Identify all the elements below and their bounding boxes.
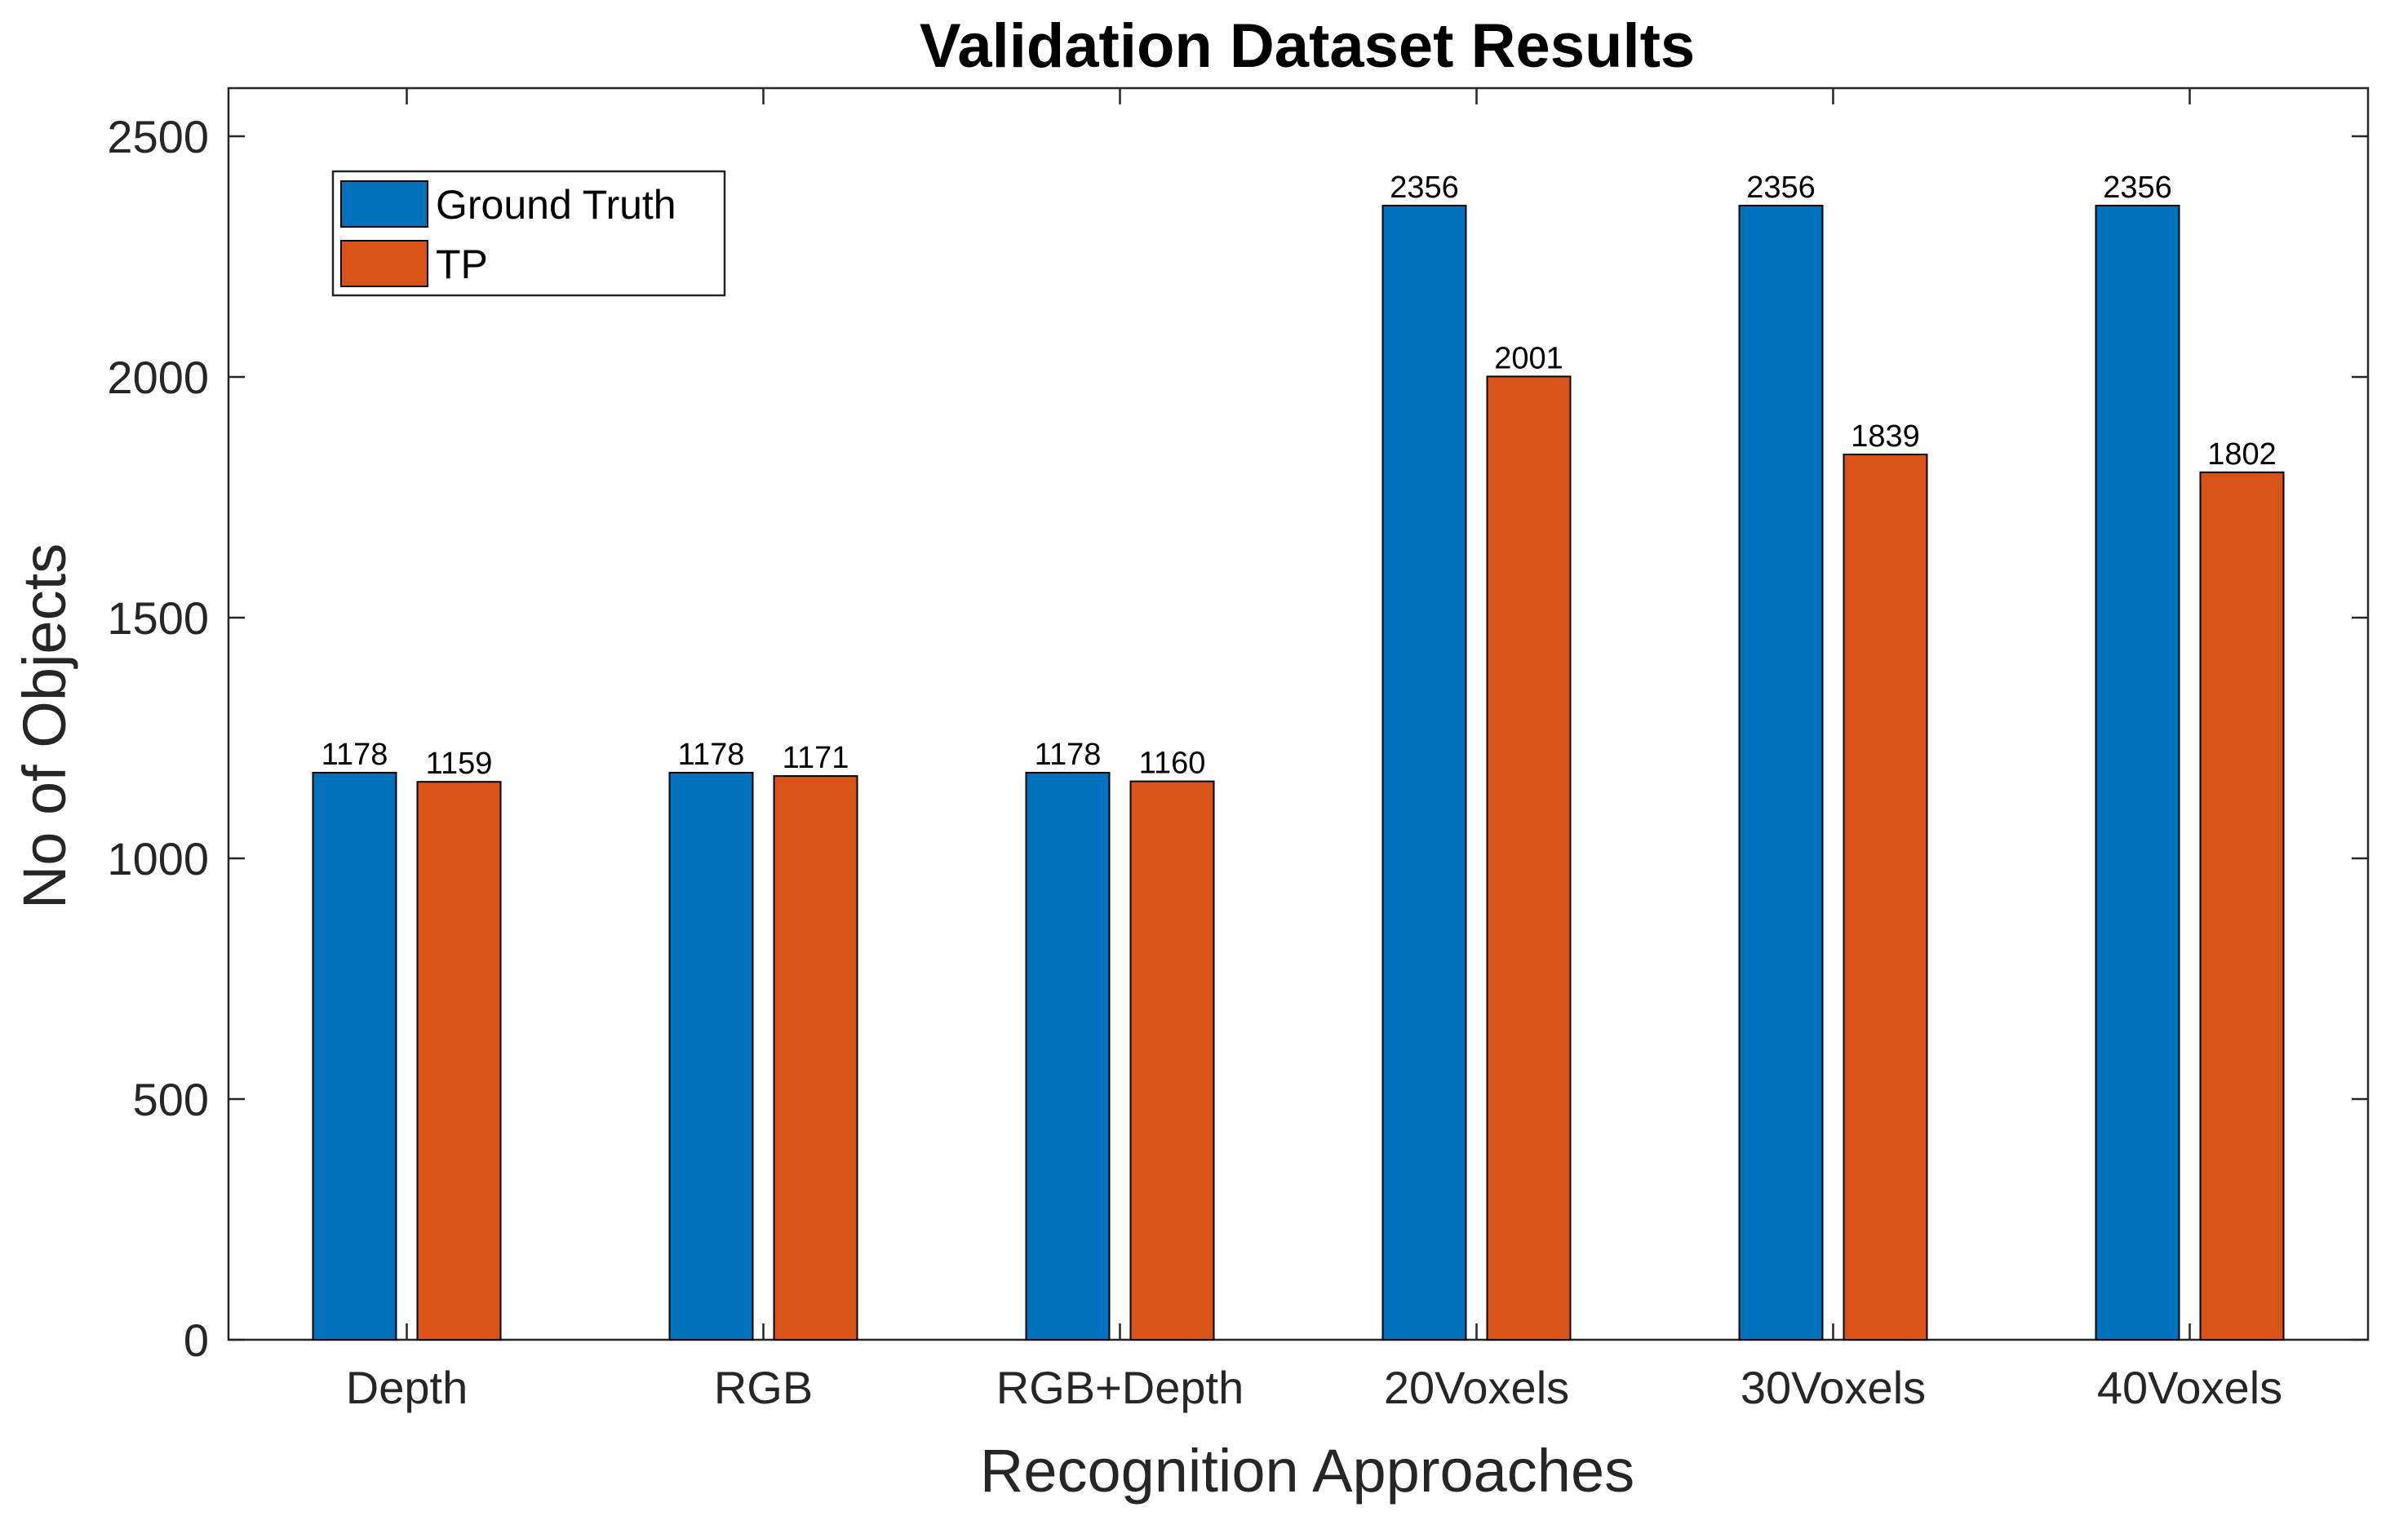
- bar-value-label: 1171: [783, 741, 849, 775]
- bar: [773, 775, 858, 1341]
- x-tick-label: 20Voxels: [1384, 1362, 1569, 1413]
- bar: [416, 781, 502, 1341]
- legend-swatch-tp: [340, 240, 428, 287]
- x-tick-label: RGB+Depth: [996, 1362, 1244, 1413]
- axis-ticks-layer: 0 500 1000 1500 2000 2500 Depth RGB RGB+Depth 20V…: [107, 88, 2368, 1413]
- bar: [1738, 204, 1824, 1341]
- bar-value-label: 1159: [426, 747, 493, 781]
- y-tick-label: 0: [184, 1314, 209, 1366]
- bar: [2199, 471, 2285, 1341]
- chart-title: Validation Dataset Results: [920, 11, 1695, 81]
- bar-value-label: 1839: [1851, 419, 1920, 454]
- bar-value-label: 2356: [2103, 171, 2172, 205]
- y-tick-label: 500: [133, 1074, 209, 1125]
- bar-value-label: 1178: [678, 738, 745, 772]
- bar-value-label: 1802: [2207, 437, 2277, 472]
- bar: [1843, 453, 1928, 1341]
- bar-value-label: 1178: [322, 738, 388, 772]
- bar: [312, 771, 397, 1341]
- y-tick-label: 1000: [107, 833, 209, 884]
- plot-frame: [227, 86, 2370, 1341]
- bar: [1129, 780, 1215, 1341]
- legend: Ground Truth TP: [331, 170, 726, 297]
- x-tick-label: 30Voxels: [1741, 1362, 1926, 1413]
- bar: [1381, 204, 1467, 1341]
- bar-value-label: 2001: [1494, 341, 1563, 375]
- x-tick-label: 40Voxels: [2097, 1362, 2282, 1413]
- legend-label-ground-truth: Ground Truth: [436, 182, 676, 228]
- bars-layer: [312, 204, 2285, 1341]
- x-axis-label: Recognition Approaches: [980, 1437, 1634, 1505]
- y-axis-label: No of Objects: [11, 543, 78, 909]
- y-tick-label: 2500: [107, 111, 209, 162]
- legend-swatch-ground-truth: [340, 180, 428, 228]
- bar: [1486, 375, 1572, 1341]
- x-tick-label: Depth: [346, 1362, 468, 1413]
- data-labels-layer: 1178 1159 1178 1171 1178 1160 2356 2001 2356 1839…: [322, 171, 2277, 781]
- bar-value-label: 2356: [1746, 171, 1816, 205]
- bar: [1025, 771, 1111, 1341]
- plot-area: [227, 86, 2370, 1341]
- bar: [2095, 204, 2180, 1341]
- x-tick-label: RGB: [714, 1362, 813, 1413]
- bar: [668, 771, 754, 1341]
- legend-label-tp: TP: [436, 242, 488, 287]
- bar-value-label: 1160: [1139, 747, 1206, 781]
- bar-value-label: 1178: [1035, 738, 1102, 772]
- y-tick-label: 2000: [107, 352, 209, 403]
- bar-value-label: 2356: [1390, 171, 1459, 205]
- y-tick-label: 1500: [107, 592, 209, 644]
